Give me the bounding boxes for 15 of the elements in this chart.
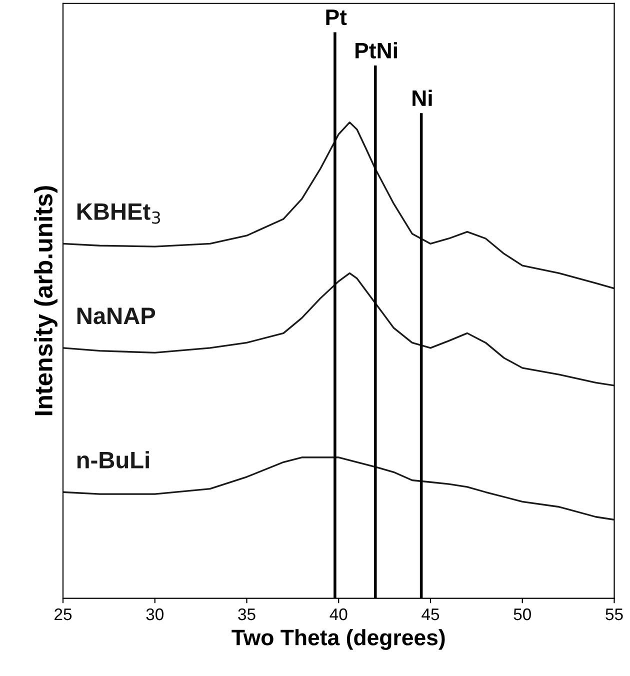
x-tick-label: 30 bbox=[146, 608, 164, 620]
x-tick-label: 55 bbox=[606, 608, 623, 620]
ref-line-label: Pt bbox=[326, 10, 347, 26]
x-tick-label: 45 bbox=[422, 608, 440, 620]
x-axis-title: Two Theta (degrees) bbox=[232, 629, 445, 650]
series-label: NaNAP bbox=[77, 308, 156, 324]
x-tick-label: 25 bbox=[54, 608, 72, 620]
ref-line-label: PtNi bbox=[356, 42, 397, 58]
series-label: KBHEt$_{3}$ bbox=[77, 203, 160, 224]
x-tick-label: 50 bbox=[514, 608, 531, 620]
ref-line-label: Ni bbox=[412, 90, 432, 106]
y-axis-title: Intensity (arb.units) bbox=[34, 186, 58, 416]
x-tick-label: 40 bbox=[330, 608, 348, 620]
series-label: n-BuLi bbox=[77, 451, 149, 468]
x-tick-label: 35 bbox=[238, 608, 256, 620]
